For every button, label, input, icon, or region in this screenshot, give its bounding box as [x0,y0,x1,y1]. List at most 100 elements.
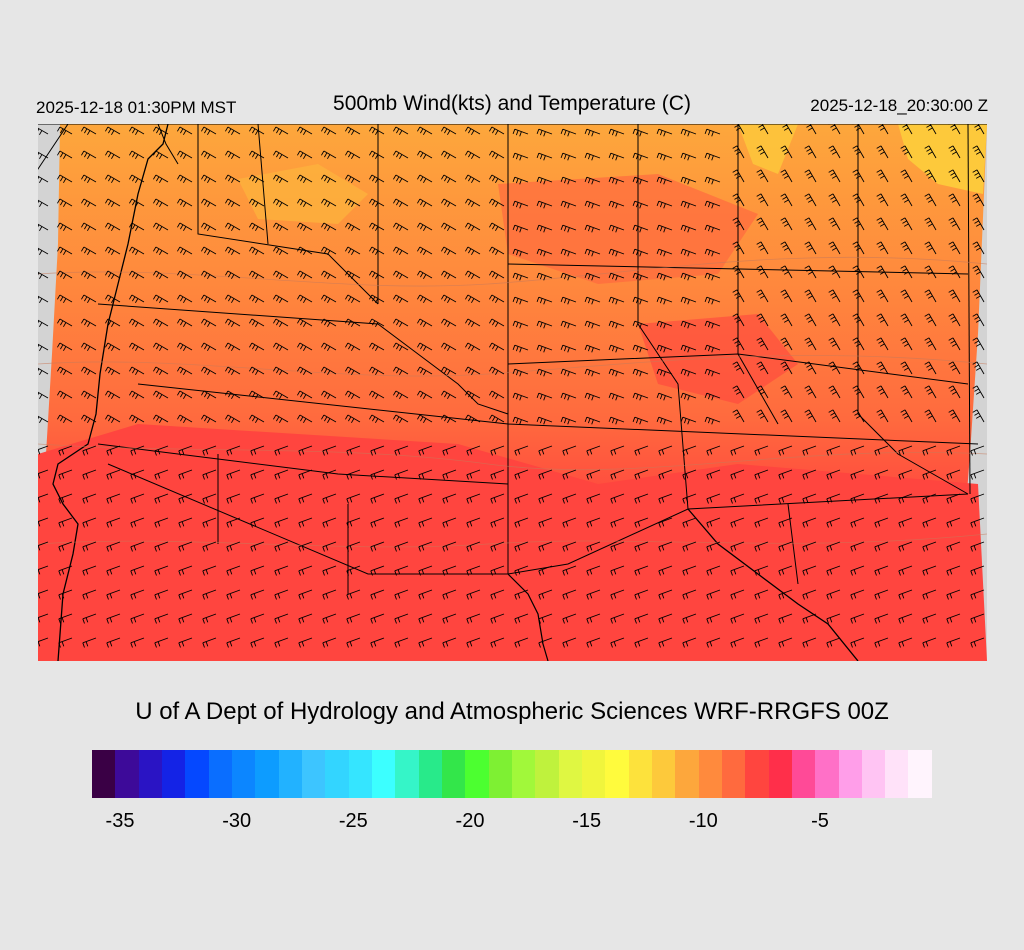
wind-barb [274,469,289,480]
wind-barb [898,493,913,504]
wind-barb [608,200,625,209]
wind-barb [536,368,553,377]
colorbar-swatch [185,750,209,798]
wind-barb [656,416,673,425]
wind-barb [153,318,169,328]
wind-barb [442,613,457,624]
wind-barb [514,469,529,480]
wind-barb [297,318,313,328]
wind-barb [732,409,745,423]
wind-barb [153,126,169,136]
wind-barb [514,517,529,528]
wind-barb [178,637,193,648]
wind-barb [778,637,793,648]
wind-barb [441,342,457,352]
wind-barb [249,270,265,280]
wind-barb [346,541,361,552]
wind-barb [658,469,673,480]
wind-barb [802,445,817,456]
wind-barb [273,150,289,160]
colorbar-labels: -35 -30 -25 -20 -15 -10 -5 [92,810,932,836]
wind-barb [465,150,481,160]
wind-barb [442,589,457,600]
wind-barb [81,150,97,160]
wind-barb [538,517,553,528]
wind-barb [322,517,337,528]
wind-barb [417,294,433,304]
wind-barb [57,222,73,232]
wind-barb [201,270,217,280]
wind-barb [656,344,673,353]
wind-barb [898,589,913,600]
wind-barb [393,174,409,184]
wind-barb [177,174,193,184]
wind-barb [682,613,697,624]
wind-barb [826,613,841,624]
wind-barb [345,342,361,352]
wind-barb [274,517,289,528]
wind-barb [345,222,361,232]
wind-barb [900,241,913,255]
wind-barb [514,445,529,456]
wind-barb [177,150,193,160]
wind-barb [658,493,673,504]
colorbar-swatch [838,750,862,798]
wind-barb [418,445,433,456]
wind-barb [225,390,241,400]
wind-barb [732,169,745,183]
wind-barb [321,222,337,232]
wind-barbs [38,124,985,648]
wind-barb [898,469,913,480]
colorbar-tick-label: -5 [811,810,829,832]
wind-barb [154,493,169,504]
wind-barb [177,222,193,232]
wind-barb [298,445,313,456]
wind-barb [948,361,961,375]
wind-barb [512,272,529,281]
wind-barb [321,366,337,376]
wind-barb [489,366,505,376]
wind-barb [704,176,721,185]
wind-barb [81,198,97,208]
wind-barb [680,296,697,305]
wind-barb [370,469,385,480]
wind-barb [922,565,937,576]
wind-barb [610,445,625,456]
wind-barb [129,174,145,184]
wind-barb [130,589,145,600]
wind-barb [538,469,553,480]
wind-barb [489,150,505,160]
wind-barb [778,589,793,600]
wind-barb [632,224,649,233]
wind-barb [153,414,169,424]
wind-barb [82,493,97,504]
wind-barb [514,565,529,576]
wind-barb [129,150,145,160]
wind-barb [273,222,289,232]
wind-barb [804,409,817,423]
wind-barb [852,193,865,207]
wind-barb [972,217,985,231]
wind-barb [922,541,937,552]
wind-barb [756,409,769,423]
wind-barb [972,337,985,351]
wind-barb [658,445,673,456]
wind-barb [804,145,817,159]
wind-barb [297,246,313,256]
wind-barb [560,224,577,233]
wind-barb [249,390,265,400]
colorbar-swatch [441,750,466,798]
wind-barb [536,296,553,305]
wind-barb [250,613,265,624]
wind-barb [852,169,865,183]
wind-barb [512,248,529,257]
wind-barb [584,272,601,281]
wind-barb [58,469,73,480]
wind-barb [876,169,889,183]
wind-barb [393,342,409,352]
wind-barb [512,296,529,305]
wind-barb [82,637,97,648]
wind-barb [682,565,697,576]
wind-barb [345,150,361,160]
wind-barb [682,589,697,600]
